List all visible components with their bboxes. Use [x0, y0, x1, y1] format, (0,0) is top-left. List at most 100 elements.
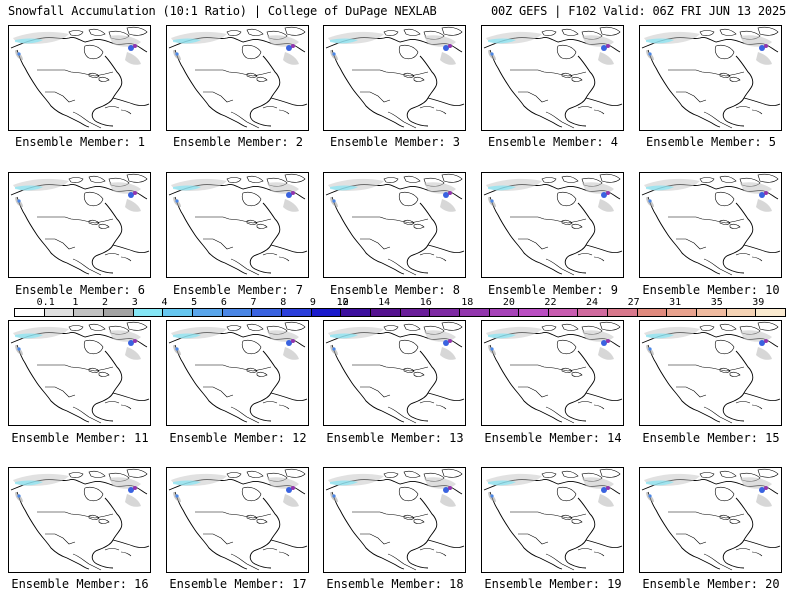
colorbar-swatch [370, 309, 401, 316]
colorbar-swatch [74, 309, 104, 316]
colorbar-swatch [548, 309, 579, 316]
colorbar-swatch [163, 309, 193, 316]
colorbar-swatch [489, 309, 520, 316]
ensemble-member-map [481, 172, 624, 278]
ensemble-member-label: Ensemble Member: 15 [642, 431, 780, 445]
colorbar-tick-label: 27 [627, 297, 640, 308]
ensemble-member-map [8, 467, 151, 573]
colorbar-tick-label: 35 [710, 297, 723, 308]
ensemble-member-map [166, 320, 309, 426]
ensemble-member-label: Ensemble Member: 13 [326, 431, 464, 445]
colorbar-tick-label: 1 [72, 297, 79, 308]
colorbar-swatch [459, 309, 490, 316]
colorbar-tick-label: 6 [220, 297, 227, 308]
colorbar-swatch [103, 309, 134, 316]
colorbar-swatch [578, 309, 609, 316]
ensemble-member-map [639, 320, 782, 426]
ensemble-member-label: Ensemble Member: 17 [169, 577, 307, 591]
map-title: Snowfall Accumulation (10:1 Ratio) | Col… [8, 4, 437, 18]
colorbar-tick-label: 0.1 [36, 297, 55, 308]
colorbar-swatch [222, 309, 253, 316]
ensemble-member-label: Ensemble Member: 19 [484, 577, 622, 591]
ensemble-member-map [639, 172, 782, 278]
member-map-graphic [641, 321, 781, 424]
ensemble-member-map [323, 467, 466, 573]
colorbar-tick-label: 20 [502, 297, 515, 308]
member-map-graphic [168, 173, 308, 276]
member-map-graphic [641, 26, 781, 129]
ensemble-member-label: Ensemble Member: 6 [14, 283, 146, 297]
member-map-graphic [168, 321, 308, 424]
colorbar-swatch [341, 309, 371, 316]
colorbar-tick-label: 4 [161, 297, 168, 308]
colorbar-swatch [519, 309, 549, 316]
ensemble-member-map [166, 172, 309, 278]
member-map-graphic [10, 26, 150, 129]
member-map-graphic [483, 26, 623, 129]
ensemble-member-label: Ensemble Member: 9 [487, 283, 619, 297]
colorbar-swatch [430, 309, 460, 316]
colorbar-tick-label: 39 [752, 297, 765, 308]
colorbar-tick-label: 14 [378, 297, 391, 308]
colorbar-swatch [697, 309, 727, 316]
member-map-graphic [483, 321, 623, 424]
ensemble-member-label: Ensemble Member: 7 [172, 283, 304, 297]
ensemble-member-label: Ensemble Member: 11 [11, 431, 149, 445]
ensemble-member-label: Ensemble Member: 16 [11, 577, 149, 591]
ensemble-member-map [481, 467, 624, 573]
colorbar-tick-label: 3 [131, 297, 138, 308]
member-map-graphic [325, 173, 465, 276]
ensemble-member-label: Ensemble Member: 2 [172, 135, 304, 149]
colorbar-swatch [15, 309, 45, 316]
ensemble-member-map [639, 467, 782, 573]
colorbar-tick-label: 24 [585, 297, 599, 308]
member-map-graphic [641, 173, 781, 276]
ensemble-member-map [323, 172, 466, 278]
colorbar-swatch [637, 309, 668, 316]
member-map-graphic [483, 173, 623, 276]
colorbar-tick-label: 18 [461, 297, 474, 308]
member-map-graphic [325, 26, 465, 129]
colorbar-swatch [192, 309, 223, 316]
member-map-graphic [168, 468, 308, 571]
ensemble-member-map [481, 320, 624, 426]
ensemble-member-map [166, 25, 309, 131]
colorbar-tick-label: 9 [309, 297, 316, 308]
member-map-graphic [325, 468, 465, 571]
colorbar-tick-label: 12 [336, 297, 349, 308]
ensemble-member-map [8, 172, 151, 278]
ensemble-member-map [8, 25, 151, 131]
ensemble-member-map [8, 320, 151, 426]
member-map-graphic [325, 321, 465, 424]
colorbar-swatch [756, 309, 786, 316]
member-map-graphic [10, 468, 150, 571]
model-run-info: 00Z GEFS | F102 Valid: 06Z FRI JUN 13 20… [490, 4, 786, 18]
ensemble-member-label: Ensemble Member: 20 [642, 577, 780, 591]
colorbar-swatch [667, 309, 698, 316]
colorbar-swatch [44, 309, 75, 316]
ensemble-member-map [639, 25, 782, 131]
ensemble-member-label: Ensemble Member: 5 [645, 135, 777, 149]
colorbar-tick-label: 31 [669, 297, 682, 308]
colorbar-swatch [281, 309, 312, 316]
ensemble-member-map [166, 467, 309, 573]
ensemble-member-label: Ensemble Member: 12 [169, 431, 307, 445]
ensemble-member-label: Ensemble Member: 18 [326, 577, 464, 591]
ensemble-member-label: Ensemble Member: 14 [484, 431, 622, 445]
colorbar-swatch [726, 309, 757, 316]
ensemble-member-label: Ensemble Member: 3 [329, 135, 461, 149]
colorbar-swatch [608, 309, 638, 316]
ensemble-member-map [323, 320, 466, 426]
colorbar-swatch [311, 309, 342, 316]
colorbar-tick-label: 8 [280, 297, 287, 308]
colorbar-tick-label: 10 [336, 297, 349, 308]
member-map-graphic [168, 26, 308, 129]
colorbar-swatch [133, 309, 164, 316]
colorbar-tick-label: 7 [250, 297, 257, 308]
ensemble-member-label: Ensemble Member: 8 [329, 283, 461, 297]
member-map-graphic [641, 468, 781, 571]
colorbar-tick-label: 5 [191, 297, 198, 308]
colorbar-tick-label: 2 [102, 297, 109, 308]
member-map-graphic [483, 468, 623, 571]
ensemble-member-label: Ensemble Member: 1 [14, 135, 146, 149]
